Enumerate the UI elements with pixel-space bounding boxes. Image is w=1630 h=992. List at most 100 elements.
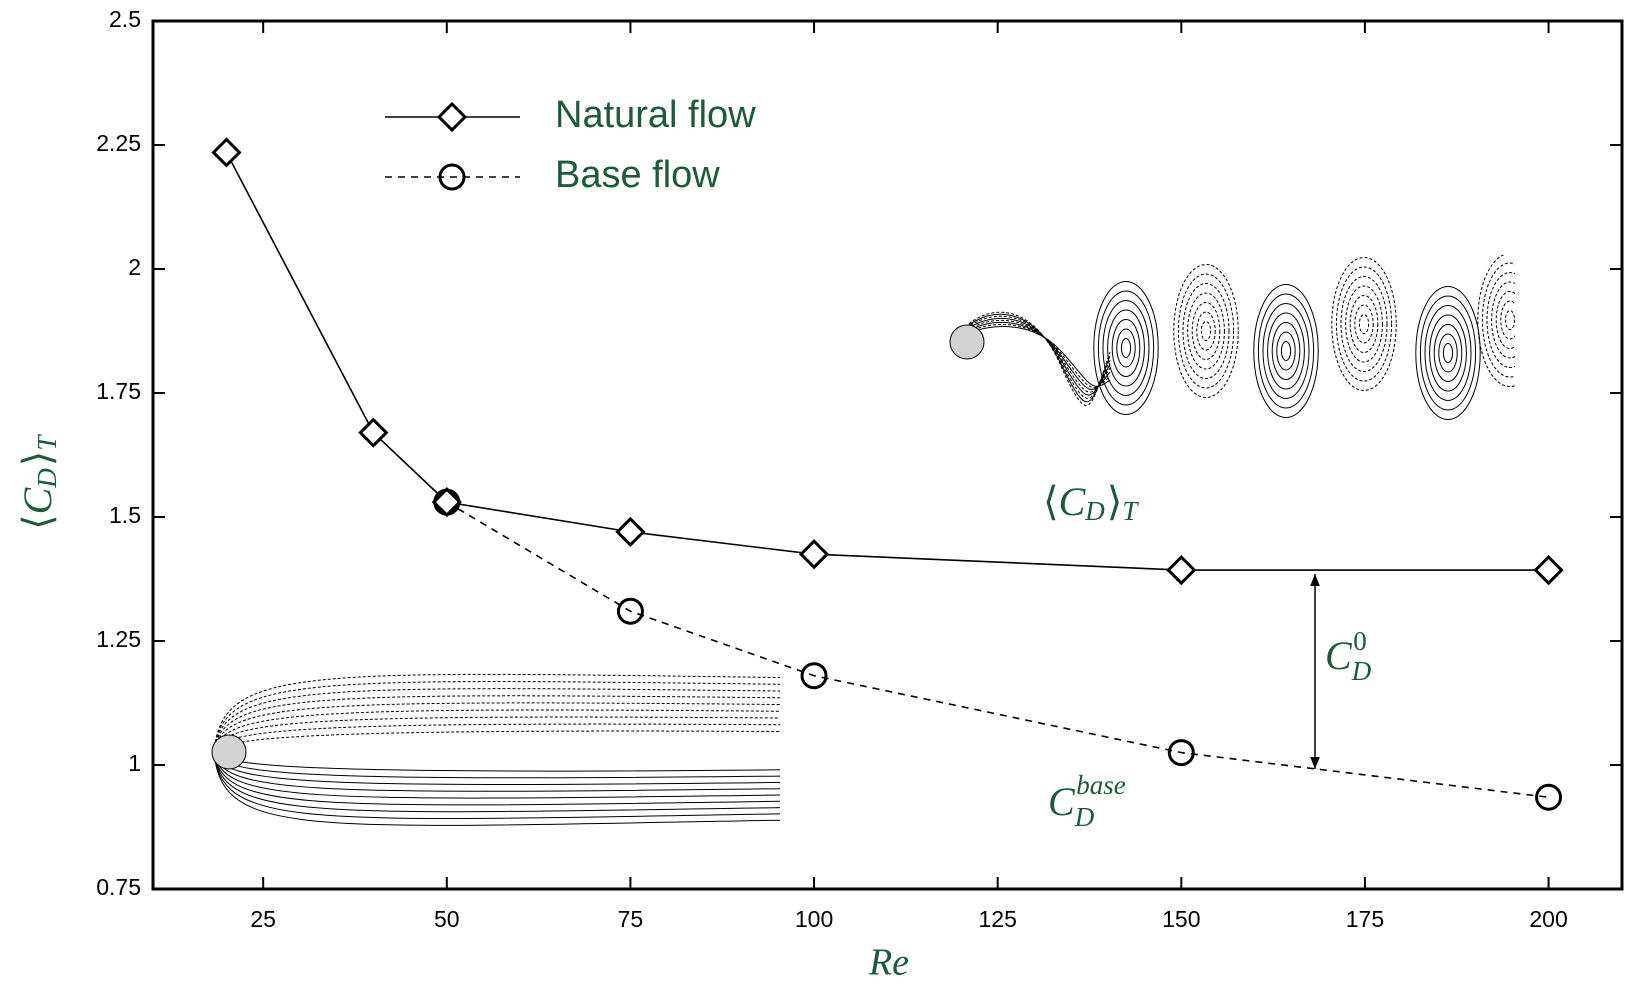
data-point	[1166, 554, 1197, 586]
y-tick-label: 1	[128, 750, 141, 776]
flow-contour	[213, 751, 781, 826]
flow-contour	[1345, 285, 1383, 363]
flow-contour	[951, 324, 1111, 388]
cylinder	[211, 734, 247, 770]
flow-contour	[1276, 331, 1296, 371]
flow-contour	[213, 716, 781, 753]
flow-contour	[1358, 314, 1370, 334]
plot-frame	[151, 19, 1624, 891]
flow-contour	[1116, 328, 1136, 368]
data-point	[798, 539, 830, 570]
y-axis-label-part: ⟨	[15, 514, 60, 530]
data-point	[1535, 783, 1563, 811]
flow-contour	[213, 751, 781, 813]
y-axis-label: ⟨CD⟩T	[15, 434, 62, 530]
flow-contour	[1424, 305, 1472, 401]
flow-contour	[213, 751, 781, 799]
flow-contour	[213, 751, 781, 772]
annotation-part: D	[1351, 656, 1372, 686]
annotation-part: T	[1122, 496, 1139, 526]
flow-contour	[1257, 293, 1315, 409]
flow-contour	[213, 751, 781, 806]
data-point	[616, 597, 644, 625]
flow-contour	[213, 702, 781, 753]
x-tick-label: 125	[978, 906, 1016, 932]
y-axis-label-part: C	[15, 486, 60, 514]
annotation-part: ⟩	[1107, 479, 1123, 524]
x-tick-label: 25	[250, 906, 276, 932]
y-tick-label: 2.5	[109, 6, 141, 32]
flow-contour	[1477, 255, 1515, 387]
flow-contour	[1491, 281, 1515, 359]
flow-contour	[213, 709, 781, 753]
annotation-text: CDbase	[1048, 770, 1126, 832]
flow-contour	[1191, 302, 1221, 360]
y-tick-label: 1.25	[96, 626, 141, 652]
legend-marker	[436, 101, 468, 133]
flow-contour	[1111, 319, 1141, 377]
y-axis-label-part: T	[32, 434, 62, 451]
flow-contour	[1271, 322, 1301, 380]
flow-contour	[1438, 333, 1458, 373]
flow-contour	[1182, 283, 1230, 379]
flow-contour	[1097, 290, 1155, 406]
flow-contour	[213, 695, 781, 753]
flow-contour	[1442, 343, 1454, 363]
y-tick-label: 2	[128, 254, 141, 280]
data-point	[800, 662, 828, 690]
flow-contour	[1107, 309, 1145, 387]
data-point	[615, 516, 646, 548]
flow-contour	[1495, 291, 1515, 349]
flow-contour	[1429, 314, 1467, 392]
flow-contour	[1354, 304, 1374, 344]
flow-contour	[1262, 303, 1310, 399]
flow-contour	[1102, 300, 1150, 396]
x-tick-label: 200	[1529, 906, 1567, 932]
x-tick-label: 75	[618, 906, 644, 932]
flow-contour	[951, 326, 1111, 387]
flow-contour	[213, 723, 781, 753]
y-axis-label-part: D	[32, 468, 62, 489]
flow-contour	[1481, 262, 1515, 378]
annotation-part: ⟨	[1043, 479, 1059, 524]
flow-contour	[213, 688, 781, 753]
legend-marker	[438, 163, 466, 191]
flow-contour	[951, 313, 1111, 403]
flow-contour	[1349, 295, 1379, 353]
x-tick-label: 50	[434, 906, 460, 932]
x-tick-label: 150	[1162, 906, 1200, 932]
flow-contour	[1187, 292, 1225, 370]
annotation-part: 0	[1353, 626, 1367, 656]
annotation-part: C	[1059, 479, 1087, 524]
flow-contour	[1335, 266, 1393, 382]
flow-contour	[1340, 276, 1388, 372]
annotation-part: D	[1074, 802, 1095, 832]
flow-contour	[213, 751, 781, 786]
flow-contour	[213, 730, 781, 753]
flow-contour	[1267, 312, 1305, 390]
x-tick-label: 100	[795, 906, 833, 932]
annotation: CDbase	[1048, 770, 1126, 832]
flow-contour	[1093, 281, 1159, 415]
flow-contour	[951, 319, 1111, 393]
flow-contour	[1500, 300, 1515, 340]
annotation-text: CD0	[1325, 626, 1372, 686]
x-tick-label: 175	[1346, 906, 1384, 932]
annotation-part: C	[1048, 779, 1076, 824]
y-tick-label: 2.25	[96, 130, 141, 156]
flow-contour	[213, 751, 781, 779]
legend-label: Base flow	[555, 154, 720, 196]
data-point	[1533, 554, 1564, 586]
annotation-part: base	[1076, 770, 1126, 800]
y-tick-label: 1.75	[96, 378, 141, 404]
annotation-part: C	[1325, 633, 1353, 678]
legend-label: Natural flow	[555, 94, 756, 136]
flow-insets	[211, 255, 1515, 826]
flow-contour	[1196, 311, 1216, 351]
y-tick-label: 1.5	[109, 502, 141, 528]
x-axis-label: Re	[868, 942, 909, 984]
flow-contour	[1177, 273, 1235, 389]
flow-contour	[951, 322, 1111, 390]
flow-contour	[1173, 264, 1239, 398]
